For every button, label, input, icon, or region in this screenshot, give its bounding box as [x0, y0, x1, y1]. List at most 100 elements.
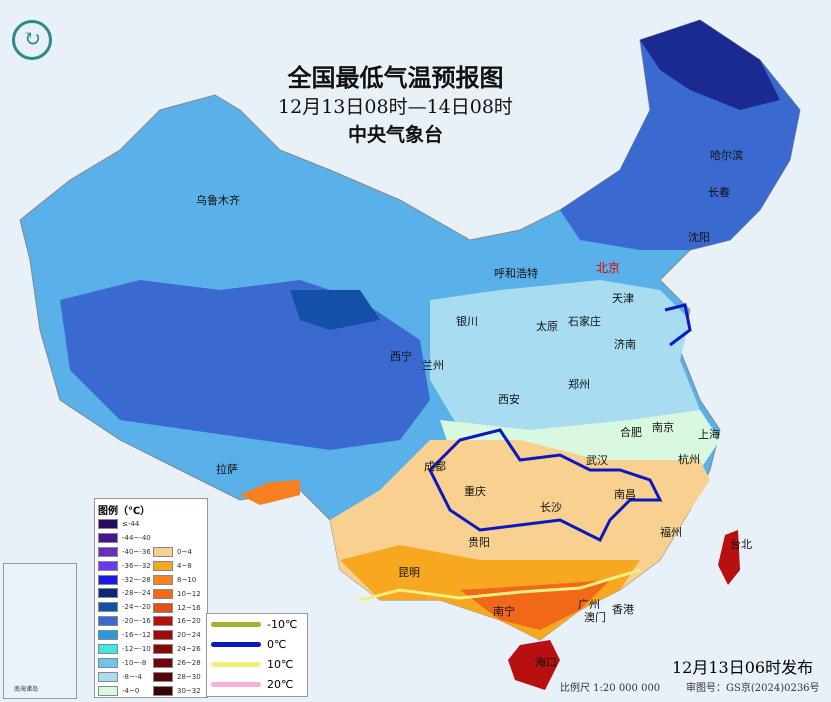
map-scale: 比例尺 1:20 000 000 [560, 683, 661, 694]
city-label: 香港 [612, 603, 634, 616]
legend-label: -36~-32 [122, 561, 151, 570]
city-label: 澳门 [584, 611, 606, 624]
legend-item: -12~-10 [98, 642, 151, 656]
legend-swatch [153, 685, 173, 696]
legend-label: 30~32 [177, 686, 201, 695]
isotherm-line [211, 641, 261, 647]
legend-item: -4~0 [98, 684, 151, 698]
legend-item: -28~-24 [98, 586, 151, 600]
legend-swatch [98, 685, 118, 696]
city-label: 合肥 [620, 426, 642, 439]
legend-item: 30~32 [153, 684, 201, 698]
city-label: 长春 [708, 186, 730, 199]
legend-label: ≤-44 [122, 519, 140, 528]
legend-swatch [153, 546, 173, 557]
city-label: 长沙 [540, 501, 562, 514]
isotherm-item: -10℃ [207, 614, 307, 634]
guangdong-warm-zone [460, 580, 610, 630]
qaidam-cold-zone [290, 290, 380, 330]
legend-label: 20~24 [177, 631, 201, 640]
legend-swatch [98, 532, 118, 543]
city-label: 福州 [660, 526, 682, 539]
city-label: 杭州 [678, 453, 700, 466]
legend-swatch [98, 574, 118, 585]
legend-label: -28~-24 [122, 589, 151, 598]
legend-label: -32~-28 [122, 575, 151, 584]
isotherm-item: 0℃ [207, 634, 307, 654]
legend-label: 16~20 [177, 617, 201, 626]
legend-item: -40~-36 [98, 545, 151, 559]
cma-logo-icon: ↻ [12, 20, 52, 60]
city-label: 天津 [612, 292, 634, 305]
legend-label: 24~26 [177, 645, 201, 654]
city-label: 西安 [498, 393, 520, 406]
city-label: 太原 [536, 320, 558, 333]
legend-item: -36~-32 [98, 559, 151, 573]
isotherm-0c [428, 428, 663, 543]
legend-item: 24~26 [153, 642, 201, 656]
legend-item: -16~-12 [98, 628, 151, 642]
legend-item: 10~12 [153, 587, 201, 601]
legend-item: -10~-8 [98, 656, 151, 670]
legend-label: 10~12 [177, 589, 201, 598]
agency-name: 中央气象台 [347, 124, 443, 146]
legend-label: -24~-20 [122, 603, 151, 612]
legend-swatch [98, 616, 118, 627]
legend-label: -4~0 [122, 686, 140, 695]
legend-swatch [153, 560, 173, 571]
himalaya-warm-strip [240, 480, 300, 505]
city-label: 贵阳 [468, 536, 490, 549]
legend-label: -40~-36 [122, 547, 151, 556]
city-label: 沈阳 [688, 231, 710, 244]
legend-swatch [98, 671, 118, 682]
legend-swatch [98, 602, 118, 613]
legend-swatch [153, 616, 173, 627]
city-label: 台北 [730, 538, 752, 551]
isotherm-label: -10℃ [267, 617, 298, 631]
isotherm-line [211, 661, 261, 667]
legend-swatch [153, 644, 173, 655]
legend-label: -10~-8 [122, 658, 147, 667]
legend-item: -8~-4 [98, 670, 151, 684]
legend-swatch [153, 588, 173, 599]
city-label: 武汉 [586, 454, 608, 467]
legend-swatch [153, 658, 173, 669]
forecast-period: 12月13日08时—14日08时 [278, 96, 513, 118]
city-label: 哈尔滨 [710, 149, 743, 162]
review-number: 审图号：GS京(2024)0236号 [686, 683, 820, 694]
legend-item: -32~-28 [98, 573, 151, 587]
legend-swatch [153, 602, 173, 613]
legend-label: -20~-16 [122, 617, 151, 626]
legend-label: -16~-12 [122, 631, 151, 640]
city-label: 南昌 [614, 488, 636, 501]
legend-swatch [153, 574, 173, 585]
legend-swatch [98, 518, 118, 529]
inset-label: 南海诸岛 [14, 686, 39, 693]
city-label: 南宁 [493, 605, 515, 618]
city-label: 呼和浩特 [494, 267, 538, 280]
city-label: 银川 [456, 315, 478, 328]
legend-swatch [98, 630, 118, 641]
city-label: 乌鲁木齐 [196, 194, 240, 207]
city-label: 济南 [614, 338, 636, 351]
legend-item: 4~8 [153, 559, 201, 573]
legend-item: 20~24 [153, 628, 201, 642]
legend-label: 12~16 [177, 603, 201, 612]
legend-item: 12~16 [153, 601, 201, 615]
city-label: 南京 [652, 421, 674, 434]
city-label: 海口 [535, 656, 557, 669]
city-label: 北京 [596, 261, 621, 275]
issued-time: 12月13日06时发布 [672, 658, 814, 677]
legend-swatch [153, 630, 173, 641]
legend-swatch [98, 560, 118, 571]
legend-label: 28~30 [177, 672, 201, 681]
city-label: 石家庄 [568, 315, 601, 328]
isotherm-10c [359, 568, 641, 602]
legend-label: 8~10 [177, 575, 197, 584]
map-title: 全国最低气温预报图 [287, 63, 504, 92]
city-label: 上海 [698, 428, 720, 441]
city-label: 重庆 [464, 485, 486, 498]
city-label: 郑州 [568, 378, 590, 391]
northeast-coldest-zone [640, 20, 780, 110]
legend-swatch [98, 657, 118, 668]
